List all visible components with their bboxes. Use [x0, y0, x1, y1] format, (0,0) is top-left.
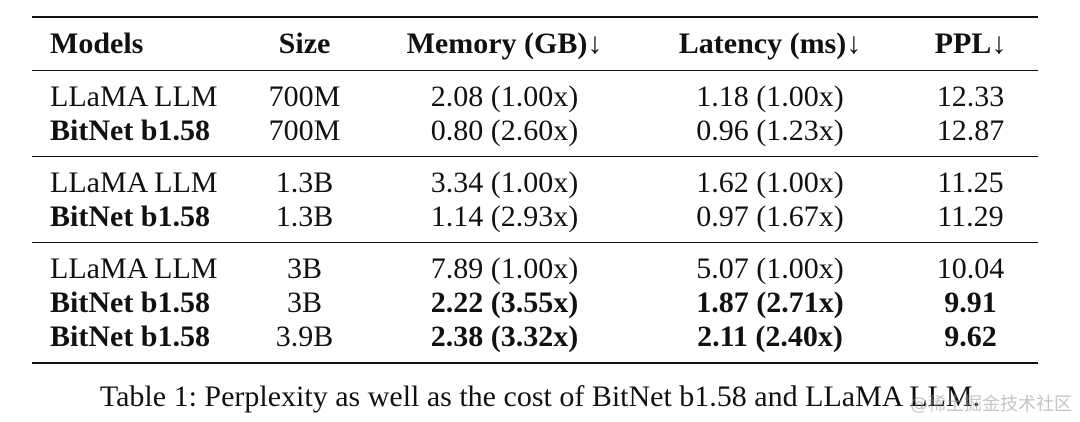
cell-latency: 5.07 (1.00x)	[637, 242, 903, 286]
cell-latency: 1.18 (1.00x)	[637, 70, 903, 114]
cell-ppl: 9.91	[944, 286, 997, 319]
cell-memory: 1.14 (2.93x)	[430, 200, 579, 233]
header-models: Models	[50, 27, 144, 60]
cell-model: LLaMA LLM	[32, 242, 237, 286]
cell-size: 3B	[286, 286, 322, 319]
cell-size: 1.3B	[275, 200, 334, 233]
header-latency: Latency (ms)↓	[678, 27, 862, 60]
table-row: BitNet b1.58 3.9B 2.38 (3.32x) 2.11 (2.4…	[32, 320, 1038, 363]
cell-model: BitNet b1.58	[50, 320, 210, 353]
table-row: BitNet b1.58 700M 0.80 (2.60x) 0.96 (1.2…	[32, 114, 1038, 157]
table-caption: Table 1: Perplexity as well as the cost …	[99, 380, 981, 413]
table-row: BitNet b1.58 3B 2.22 (3.55x) 1.87 (2.71x…	[32, 286, 1038, 320]
cell-ppl: 12.33	[903, 70, 1038, 114]
cell-model: BitNet b1.58	[50, 200, 210, 233]
results-table-container: Models Size Memory (GB)↓ Latency (ms)↓ P…	[32, 16, 1038, 364]
cell-memory: 3.34 (1.00x)	[372, 156, 637, 200]
cell-latency: 0.96 (1.23x)	[696, 114, 844, 147]
table-row: LLaMA LLM 1.3B 3.34 (1.00x) 1.62 (1.00x)…	[32, 156, 1038, 200]
cell-memory: 0.80 (2.60x)	[430, 114, 579, 147]
cell-memory: 2.22 (3.55x)	[430, 286, 579, 319]
cell-latency: 0.97 (1.67x)	[696, 200, 844, 233]
header-size: Size	[278, 27, 331, 60]
cell-ppl: 10.04	[903, 242, 1038, 286]
cell-ppl: 12.87	[936, 114, 1005, 147]
watermark: @稀土掘金技术社区	[910, 394, 1072, 415]
cell-ppl: 9.62	[944, 320, 997, 353]
cell-ppl: 11.29	[937, 200, 1004, 233]
cell-ppl: 11.25	[903, 156, 1038, 200]
cell-memory: 7.89 (1.00x)	[372, 242, 637, 286]
cell-model: BitNet b1.58	[50, 114, 210, 147]
table-header-row: Models Size Memory (GB)↓ Latency (ms)↓ P…	[32, 17, 1038, 71]
cell-size: 3B	[237, 242, 372, 286]
cell-size: 700M	[237, 70, 372, 114]
cell-latency: 1.62 (1.00x)	[637, 156, 903, 200]
table-row: BitNet b1.58 1.3B 1.14 (2.93x) 0.97 (1.6…	[32, 200, 1038, 243]
cell-size: 3.9B	[275, 320, 334, 353]
cell-memory: 2.08 (1.00x)	[372, 70, 637, 114]
cell-model: BitNet b1.58	[50, 286, 210, 319]
cell-model: LLaMA LLM	[32, 70, 237, 114]
cell-model: LLaMA LLM	[32, 156, 237, 200]
cell-size: 1.3B	[237, 156, 372, 200]
cell-latency: 1.87 (2.71x)	[696, 286, 844, 319]
header-ppl: PPL↓	[934, 27, 1007, 60]
table-row: LLaMA LLM 700M 2.08 (1.00x) 1.18 (1.00x)…	[32, 70, 1038, 114]
cell-latency: 2.11 (2.40x)	[697, 320, 843, 353]
table-row: LLaMA LLM 3B 7.89 (1.00x) 5.07 (1.00x) 1…	[32, 242, 1038, 286]
cell-memory: 2.38 (3.32x)	[430, 320, 579, 353]
results-table: Models Size Memory (GB)↓ Latency (ms)↓ P…	[32, 16, 1038, 364]
header-memory: Memory (GB)↓	[406, 27, 603, 60]
cell-size: 700M	[268, 114, 341, 147]
